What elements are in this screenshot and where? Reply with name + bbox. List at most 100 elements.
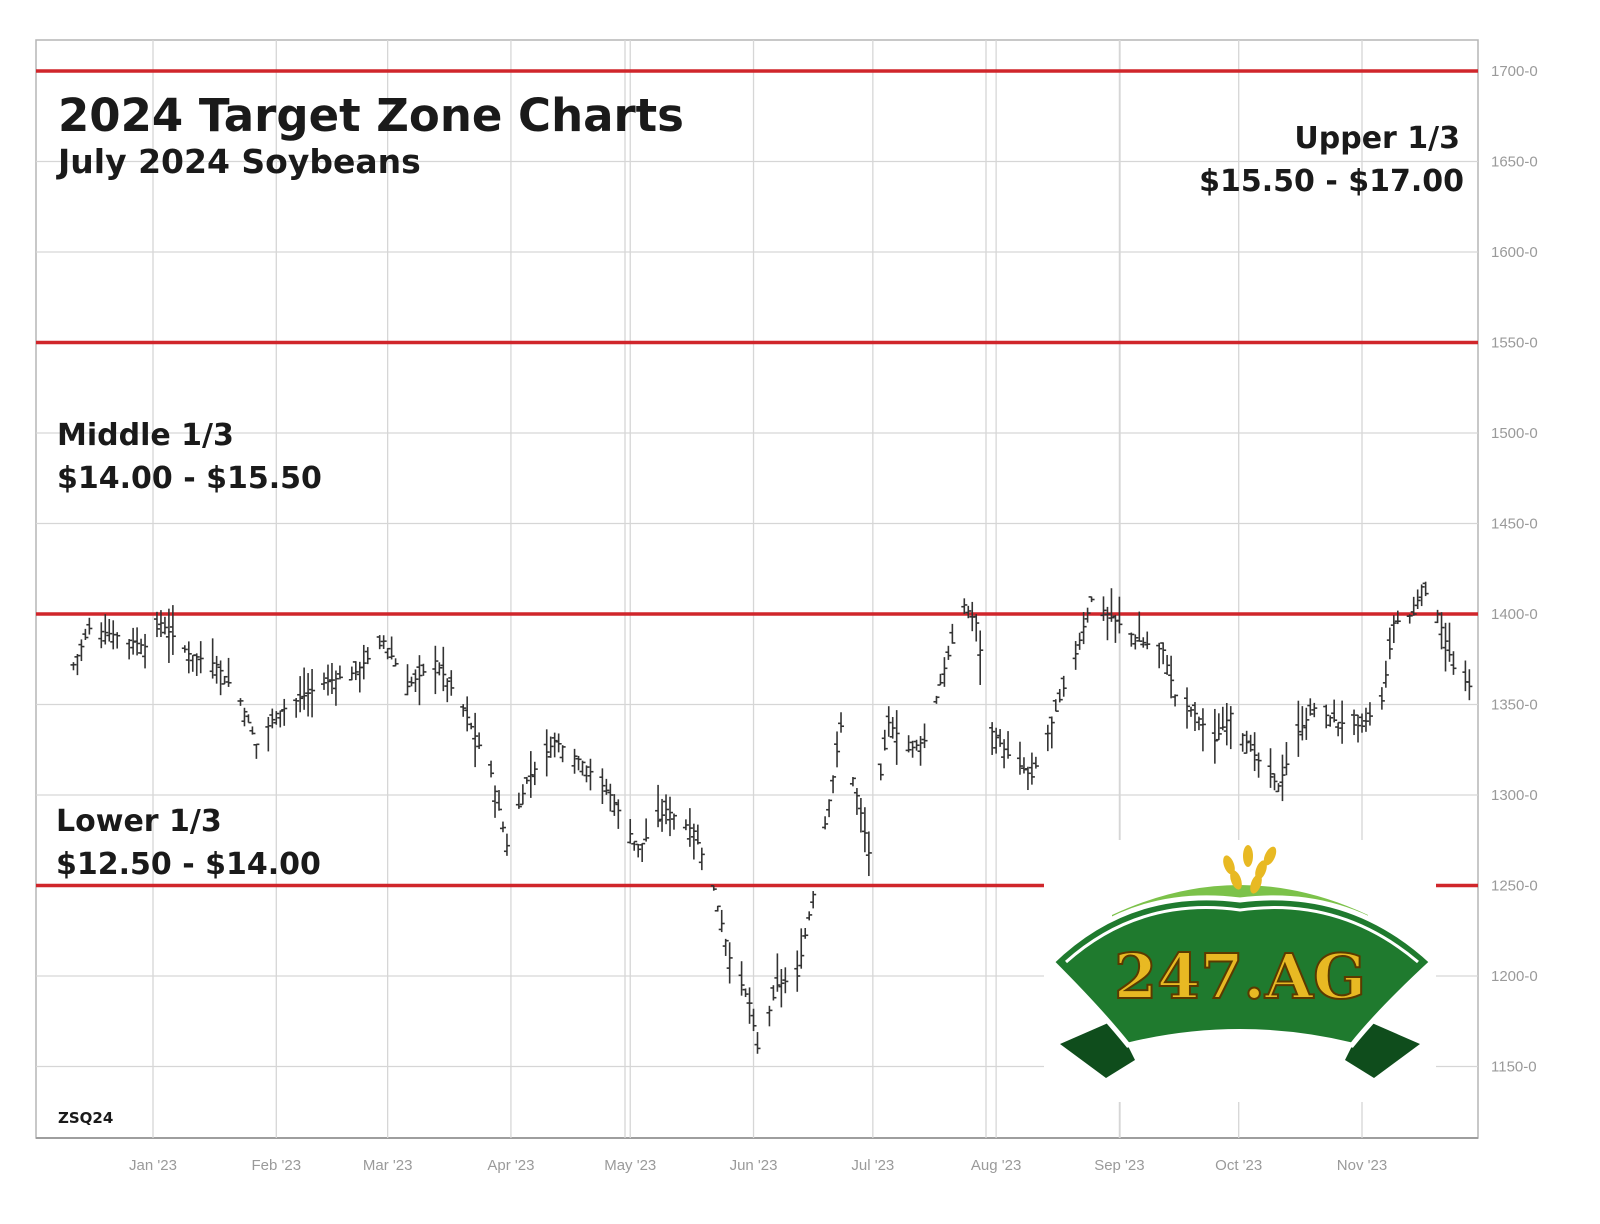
- y-tick-label: 1550-0: [1491, 335, 1538, 352]
- price-bar: [575, 755, 582, 771]
- price-bar: [738, 961, 745, 996]
- price-bar: [82, 628, 89, 641]
- price-bar: [269, 708, 276, 729]
- price-bar: [826, 799, 833, 818]
- x-tick-label: May '23: [604, 1157, 656, 1174]
- price-bar: [1386, 627, 1393, 660]
- price-bar: [881, 729, 888, 751]
- price-bar: [543, 729, 550, 777]
- price-bar: [1144, 631, 1151, 650]
- price-bar: [1052, 699, 1059, 712]
- price-bar: [1028, 752, 1035, 785]
- price-bar: [989, 722, 996, 755]
- y-tick-label: 1250-0: [1491, 878, 1538, 895]
- price-bar: [933, 695, 940, 704]
- price-bar: [571, 748, 578, 774]
- price-bar: [1303, 707, 1310, 740]
- price-bar: [710, 884, 717, 891]
- price-bar: [309, 669, 316, 718]
- price-bar: [1195, 716, 1202, 731]
- price-bar: [1406, 614, 1413, 624]
- price-bar: [460, 704, 467, 717]
- price-bar: [810, 891, 817, 909]
- price-bar: [682, 819, 689, 831]
- price-bar: [778, 968, 785, 1008]
- price-bar: [153, 611, 160, 638]
- price-bar: [468, 722, 475, 730]
- price-bar: [1168, 655, 1175, 699]
- price-bar: [1434, 609, 1441, 624]
- price-bar: [853, 788, 860, 815]
- price-bar: [1243, 730, 1250, 754]
- price-bar: [635, 843, 642, 858]
- price-bar: [515, 792, 522, 809]
- y-tick-label: 1300-0: [1491, 787, 1538, 804]
- price-bar: [1239, 733, 1246, 752]
- price-bar: [225, 657, 232, 687]
- price-bar: [718, 909, 725, 933]
- price-bar: [1140, 637, 1147, 648]
- price-bar: [181, 645, 188, 653]
- price-bar: [301, 667, 308, 710]
- price-bar: [332, 670, 339, 706]
- price-bar: [1164, 655, 1171, 675]
- y-tick-label: 1150-0: [1491, 1059, 1537, 1076]
- price-bar: [277, 710, 284, 728]
- price-bar: [834, 731, 841, 768]
- price-bar: [861, 807, 868, 853]
- price-bar: [499, 821, 506, 833]
- price-bar: [547, 736, 554, 758]
- y-tick-label: 1650-0: [1491, 154, 1538, 171]
- price-bar: [432, 645, 439, 695]
- price-bar: [1382, 660, 1389, 688]
- price-bar: [527, 751, 534, 798]
- y-tick-label: 1600-0: [1491, 244, 1538, 261]
- price-bar: [1362, 707, 1369, 732]
- price-bar: [893, 710, 900, 765]
- price-bar: [265, 716, 272, 752]
- middle-zone-label: Middle 1/3: [57, 418, 234, 453]
- price-bar: [794, 950, 801, 992]
- price-bar: [806, 911, 813, 921]
- price-bar: [615, 799, 622, 829]
- price-bar: [1331, 699, 1338, 723]
- x-tick-label: Jun '23: [730, 1157, 778, 1174]
- price-bar: [1355, 714, 1362, 743]
- price-bar: [328, 662, 335, 694]
- price-bar: [555, 733, 562, 753]
- price-bar: [157, 610, 164, 637]
- upper-zone-label: Upper 1/3: [1294, 121, 1460, 156]
- price-bar: [74, 653, 81, 676]
- price-bar: [782, 967, 789, 994]
- price-bar: [1295, 700, 1302, 757]
- price-bar: [774, 953, 781, 992]
- price-bar: [1005, 731, 1012, 759]
- price-bar: [1032, 756, 1039, 769]
- lower-zone-range: $12.50 - $14.00: [56, 847, 321, 882]
- price-bar: [440, 646, 447, 692]
- price-bar: [770, 985, 777, 1001]
- price-bar: [909, 740, 916, 758]
- price-bar: [165, 608, 172, 663]
- price-bar: [694, 824, 701, 845]
- price-bar: [607, 783, 614, 812]
- price-bar: [997, 729, 1004, 747]
- price-bar: [822, 816, 829, 830]
- price-bar: [253, 743, 260, 759]
- price-bar: [830, 775, 837, 794]
- price-bar: [1227, 706, 1234, 750]
- price-bar: [977, 630, 984, 685]
- price-bar: [603, 778, 610, 795]
- price-bar: [1418, 584, 1425, 607]
- price-bars: [70, 581, 1473, 1054]
- price-bar: [1048, 716, 1055, 749]
- price-bar: [663, 794, 670, 825]
- x-tick-label: Apr '23: [487, 1157, 534, 1174]
- price-bar: [169, 605, 176, 655]
- price-bar: [1311, 702, 1318, 718]
- price-bar: [241, 707, 248, 727]
- price-bar: [1414, 589, 1421, 609]
- price-bar: [921, 723, 928, 749]
- price-bar: [281, 698, 288, 726]
